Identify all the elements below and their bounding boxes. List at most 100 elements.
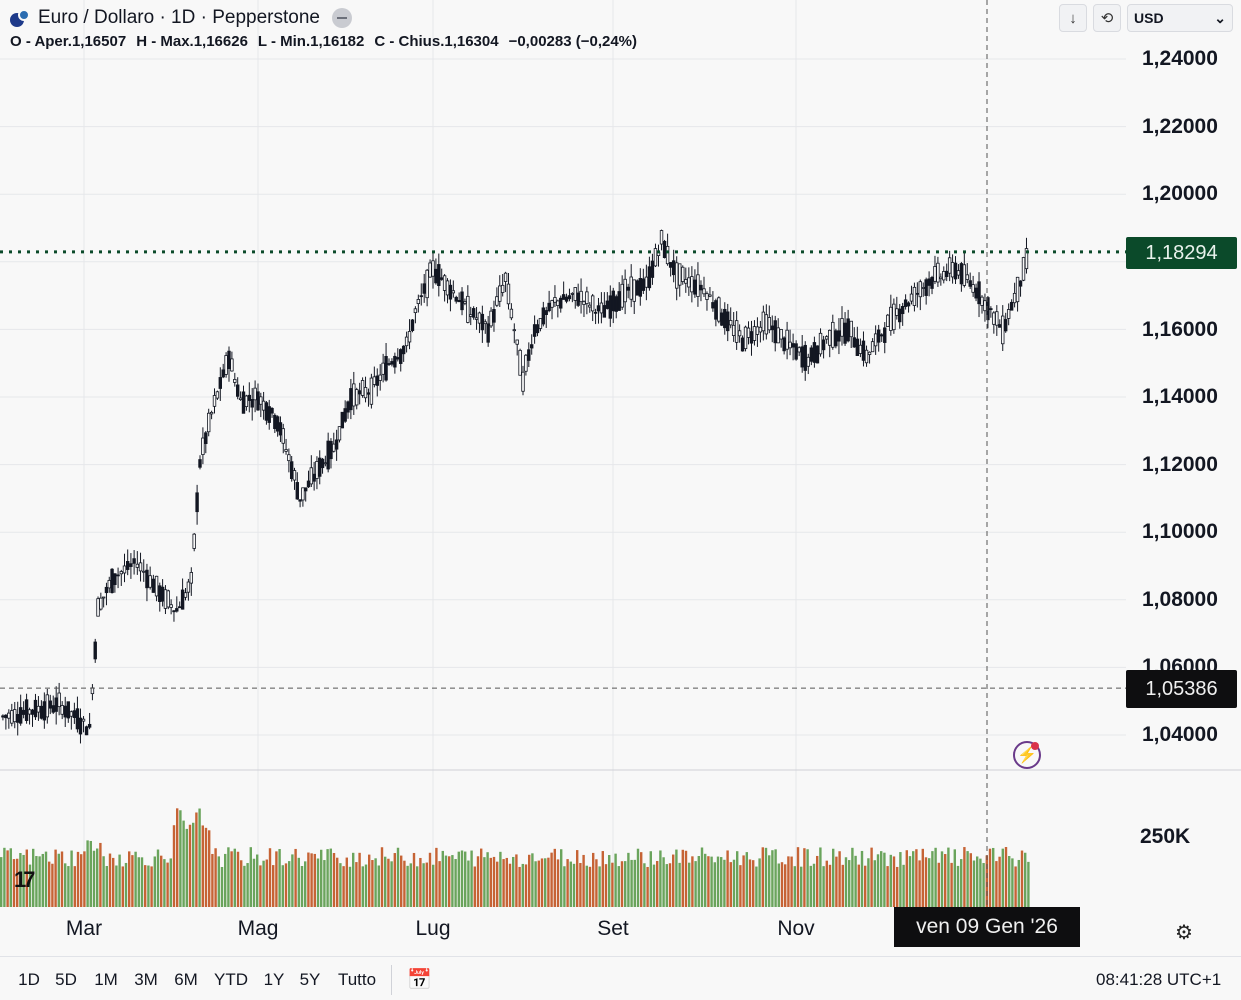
symbol-title[interactable]: Euro / Dollaro · 1D · Pepperstone (38, 7, 320, 28)
volume-bar (156, 849, 160, 907)
volume-bar (19, 853, 22, 907)
volume-bar (835, 856, 838, 907)
volume-bar (979, 858, 982, 907)
candle-body (843, 322, 847, 344)
range-all-button[interactable]: Tutto (337, 970, 377, 989)
candle-body (289, 461, 294, 480)
volume-bar (883, 852, 886, 907)
candle-body (924, 279, 928, 296)
candle-body (126, 561, 130, 570)
candle-body (971, 284, 975, 293)
collapse-button[interactable] (331, 8, 352, 28)
volume-bar (880, 851, 883, 907)
candle-body (54, 697, 58, 712)
volume-bar (870, 847, 873, 907)
range-3m-button[interactable]: 3M (134, 970, 158, 989)
volume-bar (435, 847, 438, 907)
tradingview-logo[interactable]: 17 (14, 867, 35, 892)
volume-bar (489, 857, 492, 907)
volume-bar (451, 855, 454, 907)
candle-body (489, 310, 493, 327)
candle-body (366, 392, 371, 395)
volume-bar (432, 864, 435, 907)
candle-body (227, 350, 231, 369)
candle-body (824, 336, 829, 340)
candle-body (201, 437, 205, 455)
volume-bar (598, 866, 601, 907)
volume-bar (326, 849, 329, 907)
volume-bar (163, 859, 166, 907)
volume-bar (176, 808, 179, 907)
range-5d-button[interactable]: 5D (55, 970, 77, 989)
range-6m-button[interactable]: 6M (174, 970, 198, 989)
volume-bar (128, 851, 131, 907)
chevron-down-icon: ⌄ (1214, 9, 1226, 26)
volume-bar (67, 866, 70, 907)
candle-body (561, 294, 566, 300)
volume-bar (179, 810, 182, 907)
volume-bar (665, 864, 668, 907)
lightning-icon[interactable]: ⚡ (1013, 741, 1041, 769)
volume-bar (953, 849, 956, 907)
candle-body (803, 344, 807, 371)
calendar-icon[interactable]: 📅 (407, 969, 432, 991)
refresh-icon[interactable]: ⟲ (1093, 4, 1121, 32)
volume-bar (649, 851, 652, 907)
volume-bar (281, 865, 284, 907)
gear-icon[interactable]: ⚙ (1175, 922, 1193, 944)
arrow-down-icon[interactable]: ↓ (1059, 4, 1087, 32)
volume-bar (182, 820, 185, 907)
range-5y-button[interactable]: 5Y (299, 970, 321, 989)
volume-bar (579, 862, 582, 907)
volume-bar (380, 847, 384, 907)
candle-body (530, 344, 534, 349)
candle-body (401, 345, 406, 355)
volume-bar (662, 857, 665, 907)
range-1y-button[interactable]: 1Y (263, 970, 285, 989)
candle-body (776, 327, 780, 344)
candle-body (278, 422, 283, 436)
candle-body (861, 340, 866, 361)
volume-bar (89, 840, 92, 907)
candle-body (357, 390, 362, 395)
candle-body (151, 578, 156, 593)
volume-bar (406, 865, 409, 907)
candle-body (968, 280, 972, 287)
volume-bar (192, 822, 195, 907)
volume-bar (995, 861, 998, 907)
volume-bar (550, 852, 553, 907)
candle-body (448, 284, 453, 300)
candle-body (711, 302, 715, 309)
candle-body (812, 342, 817, 363)
volume-bar (208, 830, 211, 907)
volume-bar (876, 854, 880, 907)
volume-bar (822, 866, 825, 907)
candle-body (142, 570, 146, 573)
candle-body (785, 329, 789, 350)
candle-body (717, 297, 721, 322)
currency-select[interactable]: USD ⌄ (1127, 4, 1233, 32)
candle-body (927, 278, 931, 286)
candle-body (138, 562, 143, 572)
range-ytd-button[interactable]: YTD (214, 970, 248, 989)
range-1m-button[interactable]: 1M (94, 970, 118, 989)
candle-body (1001, 315, 1005, 345)
candle-body (90, 687, 95, 695)
range-1d-button[interactable]: 1D (18, 970, 40, 989)
candles (1, 229, 1029, 744)
volume-bar (496, 861, 499, 907)
candle-body (204, 432, 208, 445)
volume-bar (588, 866, 592, 907)
candle-body (10, 710, 14, 724)
candle-body (702, 288, 706, 295)
volume-bar (675, 849, 678, 907)
candle-body (582, 301, 586, 305)
candle-body (547, 302, 551, 312)
candle-body (250, 399, 254, 408)
volume-bar (620, 861, 624, 907)
candle-body (974, 287, 978, 299)
candle-body (1021, 257, 1026, 281)
candle-body (360, 380, 365, 396)
volume-bar (361, 866, 364, 907)
